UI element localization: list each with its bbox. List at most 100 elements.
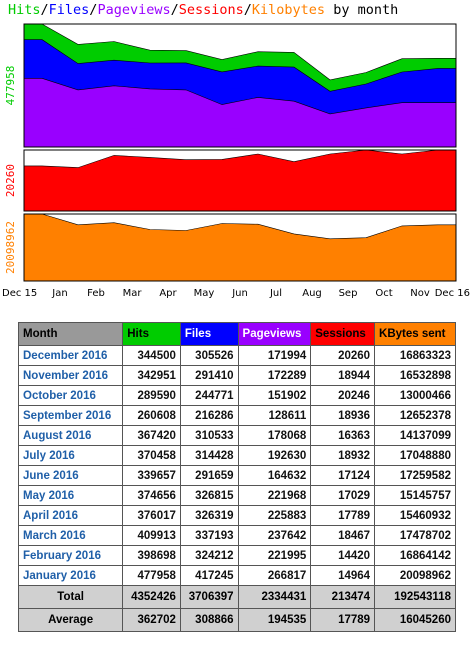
chart-title-part: / (170, 2, 179, 18)
cell-hits: 342951 (122, 365, 181, 386)
panel-frame (23, 213, 457, 282)
cell-sessions: 14420 (310, 545, 376, 566)
total-kbytes: 192543118 (374, 585, 456, 609)
cell-sessions: 17029 (310, 485, 376, 506)
cell-hits: 398698 (122, 545, 181, 566)
total-row: Total 4352426 3706397 2334431 213474 192… (17, 585, 456, 609)
x-tick-label: Dec 16 (435, 288, 470, 299)
x-tick-label: Nov (410, 288, 430, 299)
cell-month[interactable]: September 2016 (17, 405, 124, 426)
cell-pageviews: 171994 (237, 345, 312, 366)
cell-hits: 370458 (122, 445, 181, 466)
x-tick-label: Aug (302, 288, 322, 299)
cell-sessions: 18944 (310, 365, 376, 386)
cell-hits: 367420 (122, 425, 181, 446)
cell-pageviews: 266817 (237, 565, 312, 586)
series-area-kilobytes (23, 213, 457, 282)
x-tick-label: Feb (87, 288, 105, 299)
cell-sessions: 20246 (310, 385, 376, 406)
cell-hits: 339657 (122, 465, 181, 486)
cell-month[interactable]: January 2016 (17, 565, 124, 586)
column-header-hits: Hits (122, 322, 181, 346)
table-row: August 2016 367420 310533 178068 16363 141370… (17, 425, 456, 446)
x-tick-label: Dec 15 (2, 288, 37, 299)
cell-files: 326319 (179, 505, 239, 526)
cell-sessions: 18467 (310, 525, 376, 546)
cell-hits: 260608 (122, 405, 181, 426)
cell-files: 291659 (179, 465, 239, 486)
x-tick-label: Jan (51, 288, 67, 299)
cell-kbytes: 17048880 (374, 445, 456, 466)
total-pageviews: 2334431 (237, 585, 312, 609)
cell-month[interactable]: March 2016 (17, 525, 124, 546)
cell-files: 216286 (179, 405, 239, 426)
average-kbytes: 16045260 (374, 608, 456, 632)
monthly-usage-chart: 477958 20260 20098962 Dec 15 Jan Feb Mar Apr May… (2, 23, 470, 299)
panel-y-label: 477958 (4, 66, 17, 106)
cell-sessions: 18932 (310, 445, 376, 466)
cell-pageviews: 178068 (237, 425, 312, 446)
cell-files: 305526 (179, 345, 239, 366)
cell-kbytes: 15460932 (374, 505, 456, 526)
chart-title-part: / (243, 2, 252, 18)
cell-hits: 344500 (122, 345, 181, 366)
cell-files: 310533 (179, 425, 239, 446)
monthly-stats-table: Month Hits Files Pageviews Sessions KBytes se… (17, 322, 456, 632)
cell-month[interactable]: October 2016 (17, 385, 124, 406)
cell-sessions: 17789 (310, 505, 376, 526)
cell-hits: 376017 (122, 505, 181, 526)
table-row: July 2016 370458 314428 192630 18932 17048880 (17, 445, 456, 466)
table-row: May 2016 374656 326815 221968 17029 15145757 (17, 485, 456, 506)
cell-month[interactable]: August 2016 (17, 425, 124, 446)
cell-kbytes: 17478702 (374, 525, 456, 546)
panel-frame (23, 23, 457, 148)
cell-month[interactable]: February 2016 (17, 545, 124, 566)
cell-month[interactable]: May 2016 (17, 485, 124, 506)
panel-frame (23, 149, 457, 212)
cell-pageviews: 164632 (237, 465, 312, 486)
x-tick-label: Apr (159, 288, 177, 299)
cell-kbytes: 16864142 (374, 545, 456, 566)
total-files: 3706397 (179, 585, 239, 609)
cell-month[interactable]: December 2016 (17, 345, 124, 366)
chart-title-part: Kilobytes (251, 2, 326, 18)
cell-files: 244771 (179, 385, 239, 406)
table-row: September 2016 260608 216286 128611 18936 126… (17, 405, 456, 426)
table-row: March 2016 409913 337193 237642 18467 1747870… (17, 525, 456, 546)
cell-pageviews: 221995 (237, 545, 312, 566)
cell-month[interactable]: July 2016 (17, 445, 124, 466)
chart-title-part: / (89, 2, 98, 18)
cell-pageviews: 172289 (237, 365, 312, 386)
cell-files: 314428 (179, 445, 239, 466)
chart-title: Hits/Files/Pageviews/Sessions/Kilobytes … (8, 2, 398, 18)
x-tick-label: Oct (375, 288, 392, 299)
cell-kbytes: 12652378 (374, 405, 456, 426)
chart-title-part: by month (325, 2, 399, 18)
cell-kbytes: 16863323 (374, 345, 456, 366)
cell-files: 326815 (179, 485, 239, 506)
series-area-pageviews (23, 78, 457, 148)
average-pageviews: 194535 (237, 608, 312, 632)
cell-pageviews: 225883 (237, 505, 312, 526)
cell-kbytes: 14137099 (374, 425, 456, 446)
average-row: Average 362702 308866 194535 17789 16045… (17, 608, 456, 632)
cell-hits: 409913 (122, 525, 181, 546)
cell-month[interactable]: November 2016 (17, 365, 124, 386)
total-hits: 4352426 (122, 585, 181, 609)
cell-kbytes: 20098962 (374, 565, 456, 586)
chart-title-part: / (40, 2, 49, 18)
cell-kbytes: 15145757 (374, 485, 456, 506)
cell-files: 324212 (179, 545, 239, 566)
cell-month[interactable]: June 2016 (17, 465, 124, 486)
table-row: April 2016 376017 326319 225883 17789 1546093… (17, 505, 456, 526)
cell-kbytes: 16532898 (374, 365, 456, 386)
table-row: November 2016 342951 291410 172289 18944 1653… (17, 365, 456, 386)
cell-sessions: 18936 (310, 405, 376, 426)
chart-title-part: Hits (8, 2, 41, 18)
table-row: February 2016 398698 324212 221995 14420 1686… (17, 545, 456, 566)
table-row: December 2016 344500 305526 171994 20260 1686… (17, 345, 456, 366)
table-header-row: Month Hits Files Pageviews Sessions KBytes se… (17, 322, 456, 346)
chart-title-part: Pageviews (97, 2, 171, 18)
column-header-month: Month (17, 322, 124, 346)
cell-month[interactable]: April 2016 (17, 505, 124, 526)
